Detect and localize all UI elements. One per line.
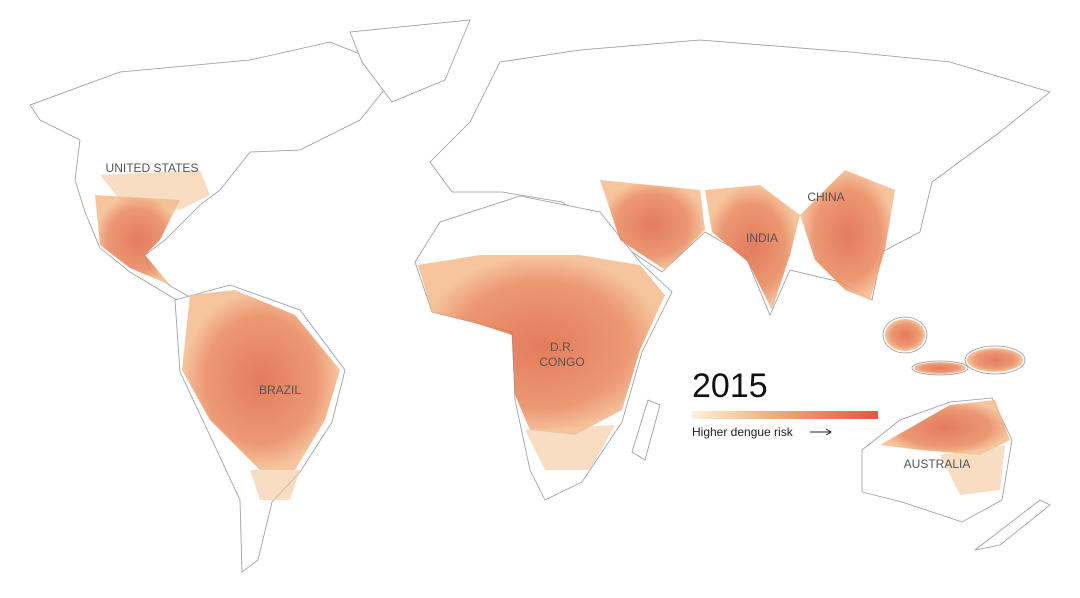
- legend-label: Higher dengue risk: [692, 425, 794, 439]
- risk-area: [182, 290, 340, 470]
- label-line: D.R.: [550, 340, 574, 354]
- new-zealand: [974, 499, 1051, 551]
- label-line: BRAZIL: [259, 383, 301, 397]
- risk-area: [800, 170, 895, 300]
- place-labels: UNITED STATES CHINA INDIA D.R. CONGO BRAZ…: [106, 161, 971, 471]
- label-line: UNITED STATES: [106, 161, 199, 175]
- risk-area: [95, 195, 180, 285]
- place-label: UNITED STATES: [106, 161, 199, 175]
- madagascar: [631, 399, 661, 461]
- risk-area: [705, 185, 800, 310]
- label-line: INDIA: [746, 231, 778, 245]
- risk-areas: [95, 170, 1023, 500]
- risk-area: [914, 362, 966, 374]
- risk-area: [600, 180, 705, 270]
- north-america: [29, 41, 401, 303]
- legend-arrowhead: [825, 428, 832, 436]
- label-line: CONGO: [539, 355, 584, 369]
- color-ramp: [692, 411, 878, 419]
- risk-area: [940, 445, 1005, 495]
- place-label: BRAZIL: [259, 383, 301, 397]
- risk-area: [525, 425, 615, 470]
- place-label: D.R. CONGO: [539, 340, 584, 369]
- place-label: CHINA: [807, 190, 844, 204]
- risk-area: [967, 348, 1023, 372]
- legend: 2015 Higher dengue risk: [692, 367, 878, 439]
- risk-area: [250, 470, 300, 500]
- label-line: AUSTRALIA: [904, 457, 971, 471]
- risk-area: [880, 400, 1010, 455]
- risk-area: [885, 319, 925, 351]
- greenland: [349, 19, 471, 103]
- risk-area: [418, 255, 665, 435]
- label-line: CHINA: [807, 190, 844, 204]
- place-label: AUSTRALIA: [904, 457, 971, 471]
- legend-title: 2015: [692, 367, 768, 405]
- place-label: INDIA: [746, 231, 778, 245]
